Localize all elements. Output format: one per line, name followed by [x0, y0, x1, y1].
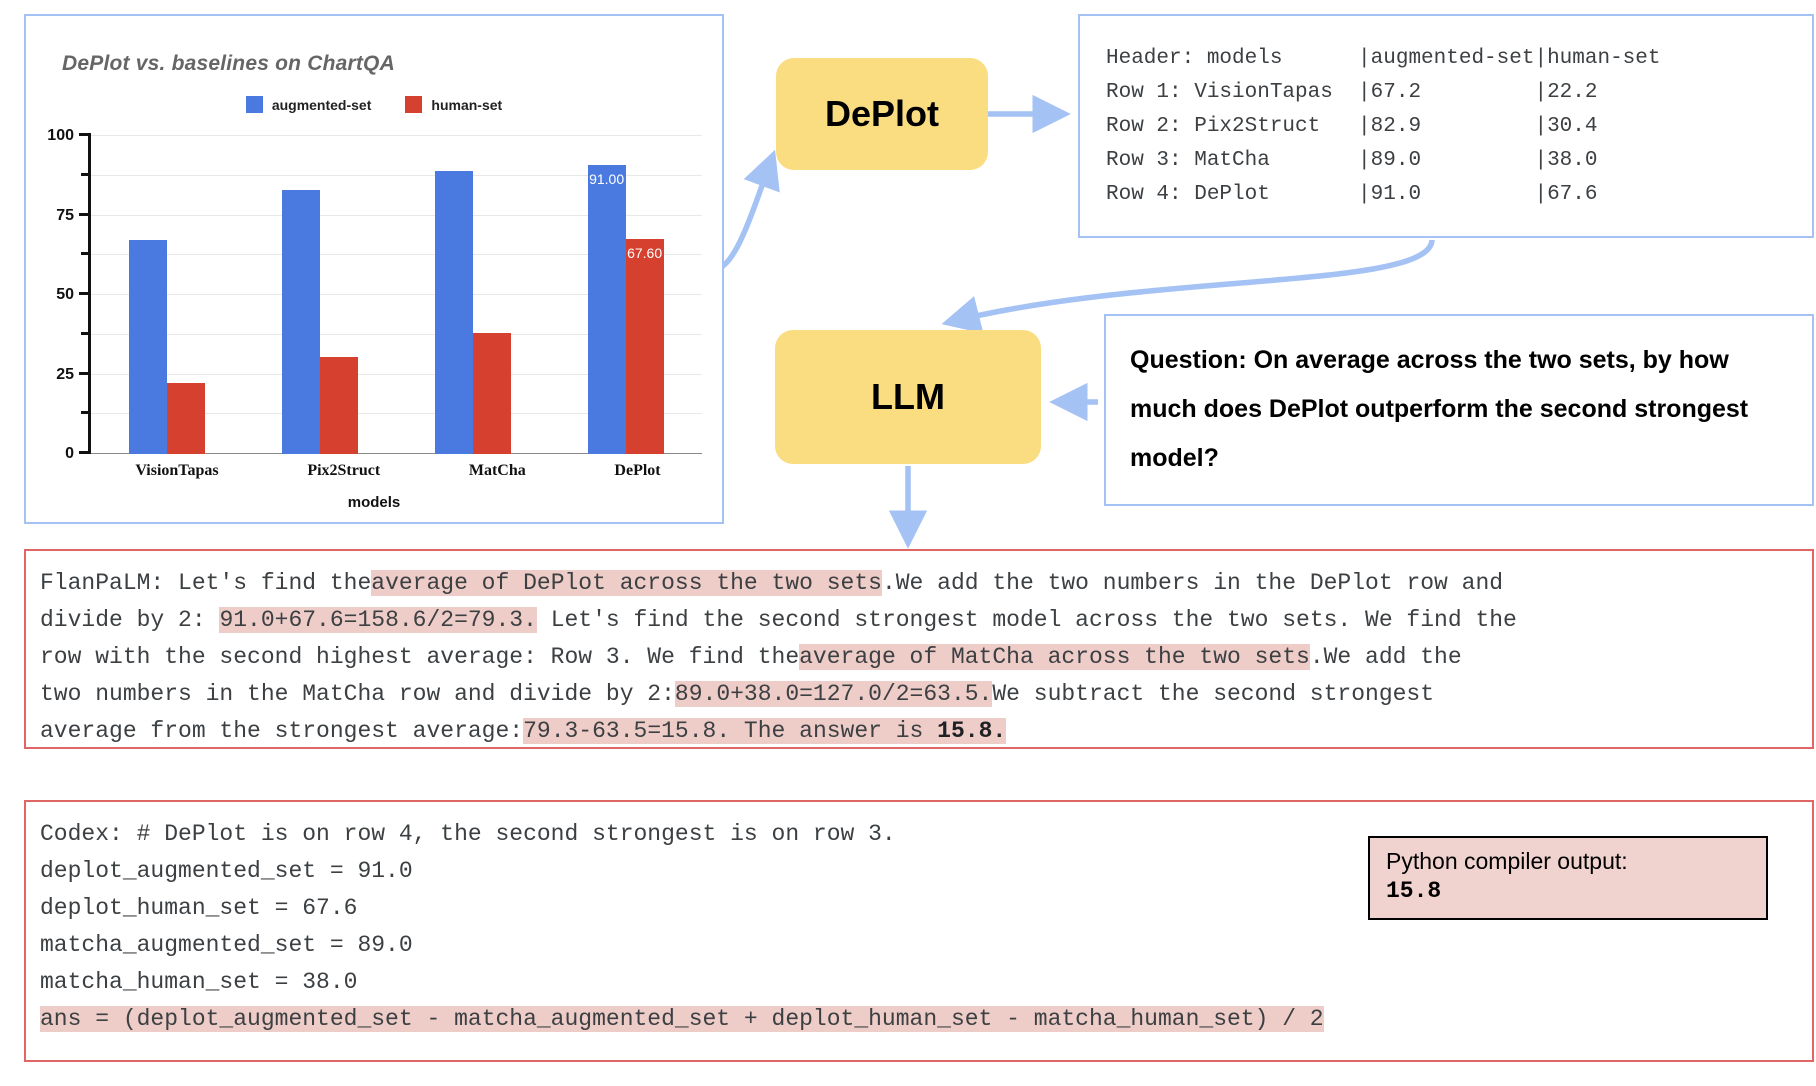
- chart-panel: DePlot vs. baselines on ChartQA augmente…: [24, 14, 724, 524]
- y-tick-major: [79, 371, 91, 375]
- flanpalm-line-2-post: Let's find the second strongest model ac…: [536, 607, 1517, 633]
- flanpalm-line-3: row with the second highest average: Row…: [40, 639, 1812, 676]
- y-tick-minor: [81, 411, 90, 415]
- bar-augmented-set-VisionTapas: [129, 240, 168, 454]
- bar-augmented-set-Pix2Struct: [282, 190, 321, 454]
- y-tick-major: [79, 212, 91, 216]
- legend-item-human-set: human-set: [405, 96, 502, 113]
- flanpalm-line-1: FlanPaLM: Let's find theaverage of DePlo…: [40, 565, 1812, 602]
- x-axis-label: MatCha: [468, 462, 526, 479]
- y-tick-major: [79, 292, 91, 295]
- y-tick-major: [79, 451, 91, 454]
- x-axis-labels: VisionTapas Pix2Struct MatCha DePlot: [91, 462, 705, 480]
- flanpalm-line-4: two numbers in the MatCha row and divide…: [40, 676, 1812, 713]
- flanpalm-line-3-highlight: average of MatCha across the two sets: [799, 644, 1310, 670]
- table-line: Header: models |augmented-set|human-set: [1106, 47, 1661, 70]
- legend-label-augmented-set: augmented-set: [271, 96, 372, 113]
- y-tick-label: 100: [47, 127, 74, 144]
- x-axis-label: Pix2Struct: [307, 462, 381, 479]
- flanpalm-line-3-post: .We add the: [1309, 644, 1462, 670]
- gridline: [88, 135, 702, 136]
- x-axis-title: models: [347, 494, 401, 511]
- flanpalm-line-1-pre: FlanPaLM: Let's find the: [40, 570, 372, 596]
- table-line: Row 3: MatCha |89.0 |38.0: [1106, 149, 1598, 172]
- bar-augmented-set-DePlot: 91.00: [587, 164, 626, 454]
- codex-line-6: ans = (deplot_augmented_set - matcha_aug…: [40, 1001, 1812, 1038]
- python-output-value: 15.8: [1386, 878, 1442, 904]
- bar-group: [129, 136, 206, 454]
- gridline: [88, 333, 702, 335]
- legend-item-augmented-set: augmented-set: [245, 96, 372, 113]
- flanpalm-output-box: FlanPaLM: Let's find theaverage of DePlo…: [24, 549, 1814, 749]
- bar-augmented-set-MatCha: [434, 170, 473, 454]
- y-tick-label: 0: [65, 445, 74, 462]
- bar-human-set-Pix2Struct: [320, 357, 359, 454]
- flanpalm-line-1-highlight: average of DePlot across the two sets: [371, 570, 882, 596]
- chart-legend: augmented-set human-set: [26, 96, 722, 113]
- codex-line-2: deplot_augmented_set = 91.0: [40, 858, 413, 884]
- bar-human-set-VisionTapas: [167, 383, 206, 454]
- y-tick-label: 75: [56, 206, 74, 224]
- y-tick-minor: [81, 331, 90, 335]
- flanpalm-line-5: average from the strongest average:79.3-…: [40, 713, 1812, 750]
- flanpalm-line-1-post: .We add the two numbers in the DePlot ro…: [881, 570, 1504, 596]
- flanpalm-line-2-highlight: 91.0+67.6=158.6/2=79.3.: [219, 607, 537, 633]
- plot-area: 0 25 50 75 100 91.00 67.60: [47, 127, 702, 462]
- flanpalm-line-5-highlight: 79.3-63.5=15.8. The answer is 15.8.: [523, 718, 1007, 744]
- arrow-table-to-llm: [941, 239, 1435, 334]
- y-tick-minor: [81, 252, 90, 256]
- y-tick-minor: [81, 172, 90, 176]
- bar-group: [434, 136, 511, 454]
- chart-bars: 91.00 67.60: [91, 136, 702, 454]
- bar-group: 91.00 67.60: [587, 136, 664, 454]
- python-compiler-output-box: Python compiler output: 15.8: [1368, 836, 1768, 920]
- gridline: [88, 214, 702, 216]
- codex-line-3: deplot_human_set = 67.6: [40, 895, 358, 921]
- gridline: [88, 413, 702, 415]
- y-axis-line: [88, 136, 91, 454]
- codex-line-4: matcha_augmented_set = 89.0: [40, 932, 413, 958]
- chart-gridlines: [88, 135, 702, 454]
- bar-value-label: 67.60: [627, 245, 663, 262]
- flanpalm-answer-value: 15.8.: [937, 718, 1007, 744]
- flanpalm-line-4-highlight: 89.0+38.0=127.0/2=63.5.: [674, 681, 993, 707]
- python-output-label: Python compiler output:: [1386, 848, 1628, 874]
- deplot-table-output: Header: models |augmented-set|human-set …: [1078, 14, 1814, 238]
- gridline: [88, 294, 702, 295]
- legend-swatch-human-set: [405, 96, 423, 113]
- x-axis-label: DePlot: [614, 462, 661, 479]
- y-tick-major: [79, 133, 91, 136]
- node-deplot[interactable]: DePlot: [776, 58, 988, 170]
- codex-line-1: Codex: # DePlot is on row 4, the second …: [40, 821, 896, 847]
- bar-value-label: 91.00: [589, 170, 625, 187]
- flanpalm-line-2: divide by 2: 91.0+67.6=158.6/2=79.3. Let…: [40, 602, 1812, 639]
- x-axis-label: VisionTapas: [135, 462, 219, 479]
- gridline: [88, 174, 702, 176]
- legend-label-human-set: human-set: [431, 96, 503, 113]
- gridline: [88, 453, 702, 454]
- chart-title: DePlot vs. baselines on ChartQA: [62, 52, 395, 75]
- bar-human-set-DePlot: 67.60: [625, 239, 664, 454]
- table-line: Row 4: DePlot |91.0 |67.6: [1106, 183, 1598, 206]
- flanpalm-answer-text: 79.3-63.5=15.8. The answer is: [523, 718, 938, 744]
- legend-swatch-augmented-set: [245, 96, 263, 113]
- bar-group: [282, 136, 359, 454]
- flanpalm-line-5-pre: average from the strongest average:: [40, 718, 524, 744]
- question-text: Question: On average across the two sets…: [1130, 346, 1749, 472]
- gridline: [88, 254, 702, 256]
- gridline: [88, 373, 702, 375]
- table-line: Row 1: VisionTapas |67.2 |22.2: [1106, 81, 1598, 104]
- y-tick-label: 50: [56, 286, 74, 303]
- codex-line-6-highlight: ans = (deplot_augmented_set - matcha_aug…: [40, 1006, 1324, 1032]
- question-box: Question: On average across the two sets…: [1104, 314, 1814, 506]
- flanpalm-line-2-pre: divide by 2:: [40, 607, 220, 633]
- flanpalm-line-3-pre: row with the second highest average: Row…: [40, 644, 800, 670]
- flanpalm-line-4-post: We subtract the second strongest: [992, 681, 1435, 707]
- table-line: Row 2: Pix2Struct |82.9 |30.4: [1106, 115, 1598, 138]
- node-llm[interactable]: LLM: [775, 330, 1041, 464]
- y-tick-label: 25: [56, 365, 74, 383]
- codex-line-5: matcha_human_set = 38.0: [40, 969, 358, 995]
- bar-human-set-MatCha: [472, 333, 511, 454]
- flanpalm-line-4-pre: two numbers in the MatCha row and divide…: [40, 681, 675, 707]
